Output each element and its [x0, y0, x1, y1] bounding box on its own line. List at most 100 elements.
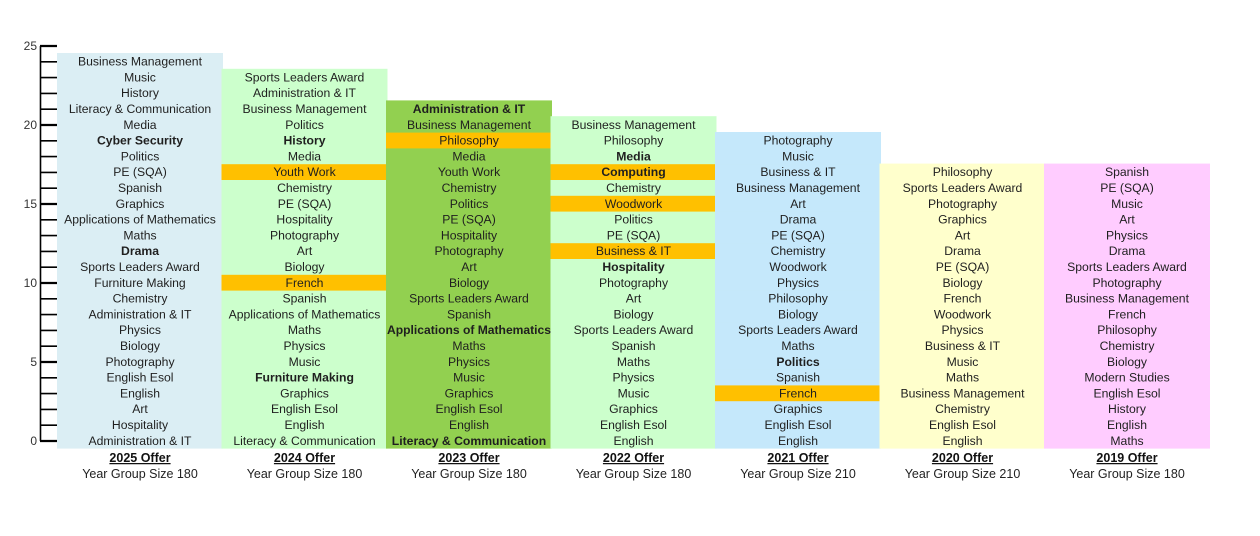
subject-block	[57, 53, 223, 70]
subject-label: Business Management	[572, 118, 697, 132]
subject-label: Physics	[119, 323, 161, 337]
subject-label: Business & IT	[760, 165, 836, 179]
subject-label: Music	[453, 371, 485, 385]
plot-area: Administration & ITHospitalityArtEnglish…	[57, 53, 1210, 449]
y-tick-label: 20	[24, 118, 38, 132]
subject-block	[386, 305, 552, 323]
subject-block	[221, 290, 388, 307]
subject-block	[221, 132, 388, 149]
subject-label: Philosophy	[439, 134, 500, 148]
subject-label: Politics	[121, 149, 160, 163]
subject-label: Sports Leaders Award	[574, 323, 694, 337]
subject-block	[550, 274, 717, 291]
subject-label: Music	[124, 70, 156, 84]
subject-block	[386, 337, 552, 354]
subject-label: Philosophy	[933, 165, 994, 179]
subject-label: Business & IT	[925, 339, 1001, 353]
subject-label: Literacy & Communication	[233, 434, 375, 448]
subject-label: Music	[782, 149, 814, 163]
subject-block	[386, 258, 552, 275]
subject-block	[715, 290, 881, 307]
subject-block	[386, 242, 552, 259]
year-group-size: Year Group Size 180	[82, 467, 198, 481]
subject-block	[386, 274, 552, 291]
subject-label: Graphics	[116, 197, 165, 211]
subject-label: Photography	[1092, 276, 1162, 290]
year-group-size: Year Group Size 210	[740, 467, 856, 481]
subject-label: Photography	[270, 228, 340, 242]
subject-label: Philosophy	[1097, 323, 1158, 337]
subject-block	[550, 400, 717, 417]
subject-label: PE (SQA)	[607, 228, 661, 242]
subject-label: Art	[626, 292, 642, 306]
subject-block	[57, 353, 223, 370]
subject-block	[1044, 400, 1210, 417]
subject-block	[1044, 195, 1210, 212]
subject-label: Hospitality	[602, 260, 665, 274]
subject-label: Drama	[121, 244, 159, 258]
subject-block	[715, 432, 881, 449]
subject-block	[386, 400, 552, 417]
subject-label: English Esol	[929, 418, 996, 432]
subject-label: Art	[790, 197, 806, 211]
subject-block	[550, 211, 717, 228]
subject-label: History	[284, 134, 326, 148]
subject-block	[57, 147, 223, 165]
subject-block	[879, 195, 1046, 212]
subject-label: PE (SQA)	[442, 213, 496, 227]
subject-block	[57, 400, 223, 417]
subject-block	[715, 305, 881, 323]
subject-block	[386, 163, 552, 180]
subject-label: Business & IT	[596, 244, 672, 258]
subject-label: Cyber Security	[97, 134, 183, 148]
subject-label: Chemistry	[1100, 339, 1156, 353]
subject-label: Business Management	[1065, 292, 1190, 306]
subject-label: Hospitality	[441, 228, 498, 242]
subject-block	[879, 211, 1046, 228]
subject-block	[221, 226, 388, 244]
subject-block	[57, 337, 223, 354]
subject-label: Applications of Mathematics	[64, 213, 216, 227]
subject-label: Photography	[928, 197, 998, 211]
subject-block	[550, 337, 717, 354]
subject-block	[1044, 337, 1210, 354]
subject-label: English	[1107, 418, 1147, 432]
subject-block	[221, 195, 388, 212]
subject-label: Furniture Making	[255, 371, 354, 385]
offer-label: 2025 Offer	[109, 451, 170, 465]
subject-label: French	[1108, 307, 1146, 321]
subject-block	[57, 258, 223, 275]
subject-block	[386, 369, 552, 386]
subject-block	[386, 353, 552, 370]
subject-block	[1044, 432, 1210, 449]
subject-label: Woodwork	[934, 307, 992, 321]
subject-label: Sports Leaders Award	[409, 292, 529, 306]
subject-label: Sports Leaders Award	[738, 323, 858, 337]
subject-block	[221, 179, 388, 196]
subject-block	[57, 274, 223, 291]
subject-label: Biology	[943, 276, 984, 290]
subject-block	[715, 384, 881, 402]
subject-block	[1044, 226, 1210, 244]
subject-block	[879, 337, 1046, 354]
subject-block	[1044, 321, 1210, 338]
subject-label: Maths	[288, 323, 321, 337]
subject-label: Spanish	[1105, 165, 1149, 179]
subject-label: Applications of Mathematics	[229, 307, 381, 321]
subject-label: Maths	[1110, 434, 1143, 448]
subject-block	[715, 211, 881, 228]
subject-block	[57, 84, 223, 101]
year-group-size: Year Group Size 180	[576, 467, 692, 481]
subject-block	[715, 274, 881, 291]
subject-label: Art	[1119, 213, 1135, 227]
offer-label: 2023 Offer	[438, 451, 499, 465]
subject-label: Maths	[123, 228, 156, 242]
subject-block	[879, 400, 1046, 417]
subject-block	[550, 116, 717, 133]
subject-block	[221, 321, 388, 338]
subject-block	[879, 321, 1046, 338]
subject-block	[386, 211, 552, 228]
subject-label: Music	[618, 386, 650, 400]
subject-block	[715, 226, 881, 244]
subject-label: English Esol	[764, 418, 831, 432]
